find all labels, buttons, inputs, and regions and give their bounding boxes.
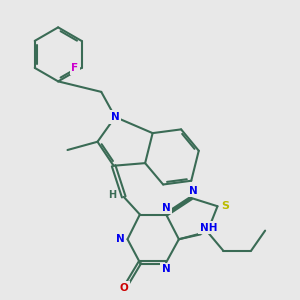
Text: N: N	[111, 112, 119, 122]
Text: N: N	[162, 264, 170, 274]
Text: O: O	[119, 283, 128, 292]
Text: F: F	[71, 63, 78, 73]
Text: S: S	[221, 201, 229, 211]
Text: NH: NH	[200, 223, 218, 232]
Text: N: N	[116, 234, 124, 244]
Text: H: H	[108, 190, 116, 200]
Text: N: N	[189, 185, 197, 196]
Text: N: N	[162, 203, 170, 213]
